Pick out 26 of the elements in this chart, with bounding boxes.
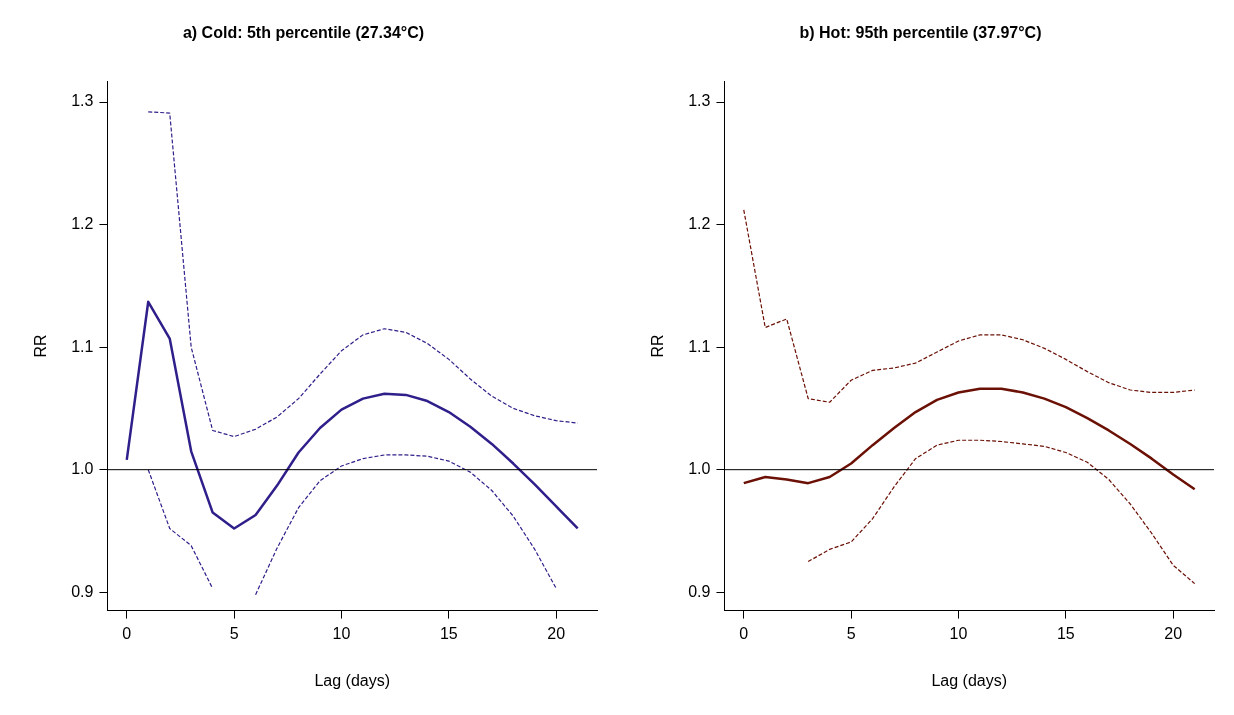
x-tick-label: 20 (547, 624, 566, 642)
chart-title: b) Hot: 95th percentile (37.97°C) (799, 24, 1042, 42)
y-tick-label: 0.9 (71, 582, 94, 600)
x-axis-title: Lag (days) (931, 671, 1008, 689)
y-tick-label: 1.1 (688, 337, 711, 355)
y-tick-label: 1.0 (688, 460, 711, 478)
x-tick-label: 10 (332, 624, 351, 642)
y-tick-label: 0.9 (688, 582, 711, 600)
y-tick-label: 1.2 (688, 214, 711, 232)
x-tick-label: 0 (739, 624, 749, 642)
x-tick-label: 20 (1164, 624, 1183, 642)
x-tick-label: 15 (439, 624, 458, 642)
x-tick-label: 5 (229, 624, 239, 642)
x-tick-label: 15 (1056, 624, 1075, 642)
y-tick-label: 1.3 (71, 92, 94, 110)
x-tick-label: 5 (846, 624, 856, 642)
chart-title: a) Cold: 5th percentile (27.34°C) (182, 24, 425, 42)
y-tick-label: 1.3 (688, 92, 711, 110)
y-axis-title: RR (32, 334, 50, 358)
y-tick-label: 1.0 (71, 460, 94, 478)
x-tick-label: 10 (949, 624, 968, 642)
y-tick-label: 1.2 (71, 214, 94, 232)
y-tick-label: 1.1 (71, 337, 94, 355)
y-axis-title: RR (649, 334, 667, 358)
x-tick-label: 0 (122, 624, 132, 642)
x-axis-title: Lag (days) (314, 671, 391, 689)
